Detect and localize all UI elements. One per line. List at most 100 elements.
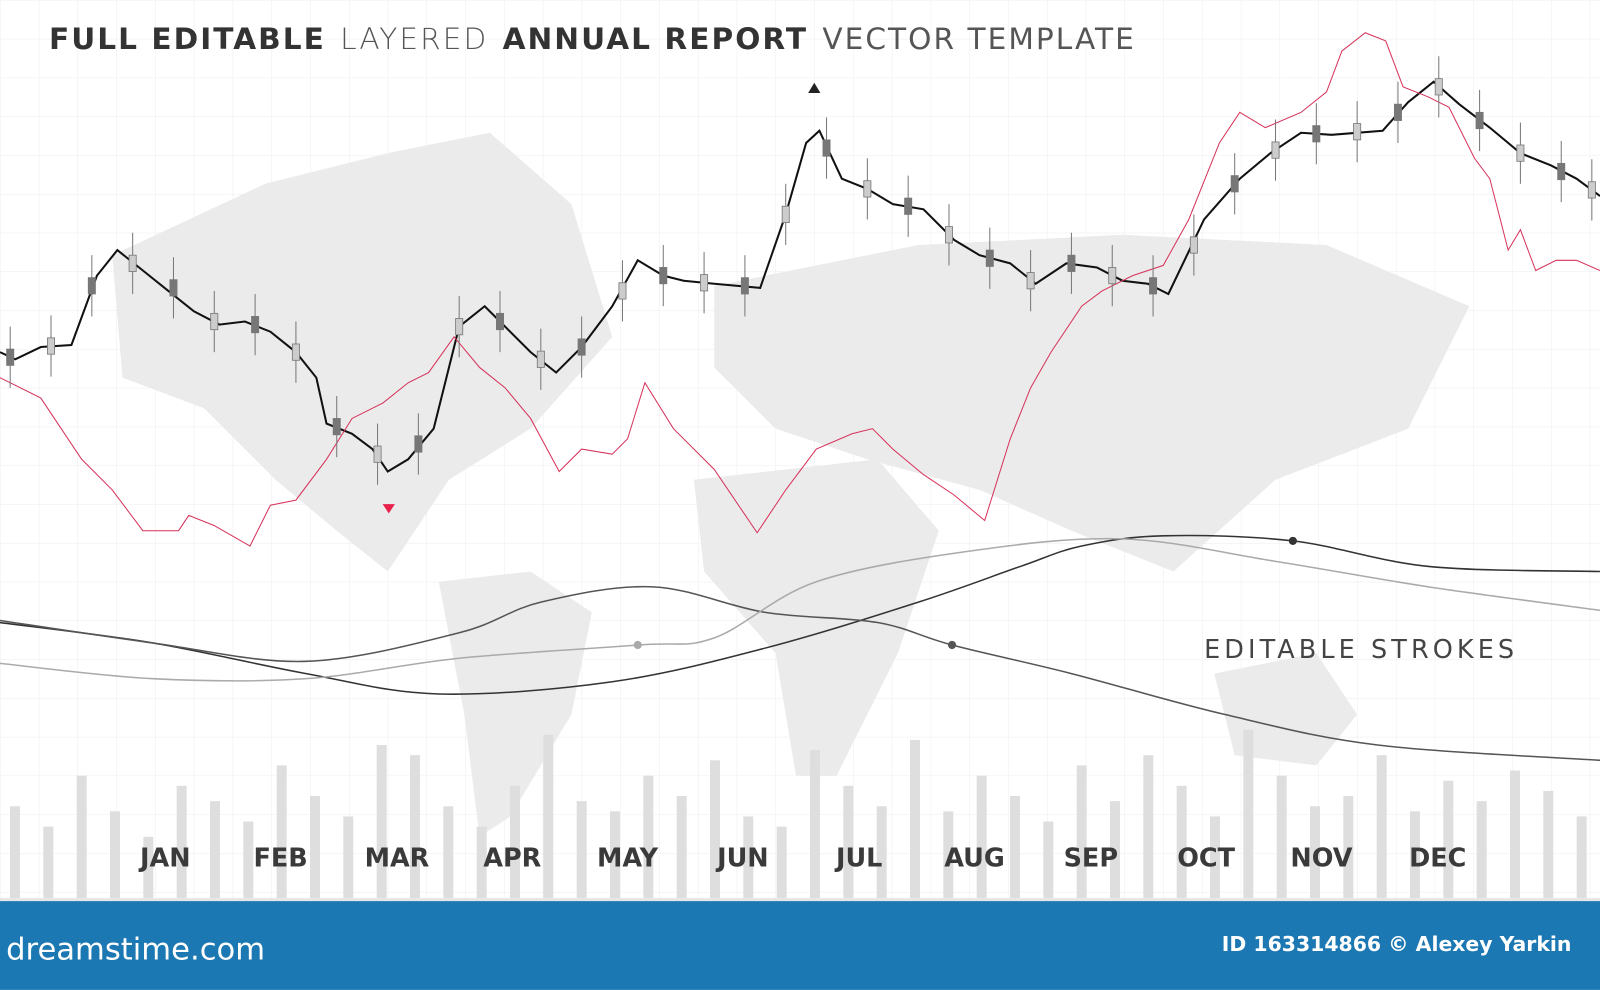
footer — [0, 901, 1600, 990]
footer-site: dreamstime.com — [6, 933, 265, 968]
candle-body — [414, 435, 423, 453]
volume-bar — [1243, 729, 1254, 899]
x-tick-label: OCT — [1177, 843, 1235, 873]
x-axis: JAN FEB MAR APR MAY JUN JUL AUG SEP OCT NOV DEC — [138, 843, 1466, 873]
volume-bar — [976, 775, 987, 899]
chart-title: FULL EDITABLE LAYERED ANNUAL REPORT VECTOR … — [49, 21, 1136, 55]
volume-bar — [243, 821, 254, 899]
candle-body — [985, 249, 994, 267]
line-marker — [633, 640, 642, 650]
candle-body — [1587, 181, 1596, 199]
volume-bar — [1343, 796, 1354, 899]
candle-body — [1557, 162, 1566, 181]
volume-bar — [1476, 801, 1487, 899]
candle-body — [1230, 175, 1239, 193]
volume-bar — [1410, 811, 1421, 899]
x-tick-label: APR — [483, 843, 541, 873]
volume-bar — [910, 739, 920, 899]
volume-bar — [710, 760, 720, 899]
candle-body — [781, 205, 790, 223]
volume-bar — [410, 755, 420, 899]
volume-bar — [576, 801, 587, 899]
volume-bar — [876, 806, 887, 899]
volume-bar — [10, 806, 20, 899]
volume-bar — [176, 785, 187, 899]
line-marker — [947, 640, 957, 650]
volume-bar — [743, 816, 754, 899]
line — [0, 585, 1600, 762]
title-part: ANNUAL REPORT — [503, 21, 809, 55]
volume-bar — [1543, 790, 1554, 899]
volume-bar — [1376, 755, 1387, 899]
volume-bar — [776, 826, 787, 899]
candle-body — [1393, 103, 1402, 121]
line — [0, 80, 1600, 473]
volume-bar — [1143, 755, 1154, 899]
candle-body — [6, 348, 15, 366]
x-tick-label: JUL — [834, 843, 882, 873]
x-tick-label: MAY — [597, 843, 659, 873]
volume-bar — [143, 836, 154, 899]
volume-bar — [343, 816, 354, 899]
volume-bar — [1276, 775, 1287, 899]
volume-bar — [1510, 770, 1521, 899]
candle-body — [1271, 141, 1280, 159]
candle-body — [863, 180, 872, 198]
volume-bar — [1043, 821, 1054, 899]
candle-body — [618, 282, 627, 300]
annotation: EDITABLE STROKES — [1204, 635, 1518, 665]
candle-body — [251, 316, 260, 334]
candle-body — [291, 343, 300, 361]
candle-body — [740, 277, 749, 295]
volume-bar — [943, 811, 954, 899]
title-part: LAYERED — [340, 21, 488, 55]
candle-body — [496, 312, 504, 331]
volume-bar — [310, 796, 320, 899]
volume-bar — [443, 806, 454, 899]
volume-bar — [1210, 816, 1221, 899]
candle-body — [904, 197, 913, 215]
candle-body — [700, 274, 709, 292]
footer-credit: ID 163314866 © Alexey Yarkin — [1222, 932, 1572, 956]
lines — [0, 32, 1600, 762]
candle-body — [332, 418, 341, 436]
volume-bar — [1310, 806, 1321, 899]
line — [0, 32, 1600, 547]
volume-bar — [110, 811, 121, 899]
x-tick-label: SEP — [1064, 843, 1118, 873]
candle-body — [577, 338, 586, 356]
candle-body — [455, 318, 464, 336]
candle-body — [1353, 123, 1362, 141]
volume-bar — [1010, 796, 1020, 899]
volume-bar — [210, 801, 220, 899]
x-tick-label: JUN — [715, 843, 769, 873]
candle-body — [128, 254, 137, 272]
x-tick-label: DEC — [1409, 843, 1466, 873]
candle-body — [945, 226, 953, 244]
volume-bar — [676, 796, 687, 899]
candle-body — [373, 445, 382, 463]
volume-bar — [843, 785, 854, 899]
candle-body — [1189, 236, 1198, 254]
volume-bar — [76, 775, 87, 899]
line — [0, 534, 1600, 695]
title-part: VECTOR TEMPLATE — [822, 21, 1135, 55]
volume-bar — [1576, 816, 1587, 899]
max-marker — [808, 82, 821, 93]
x-tick-label: NOV — [1290, 843, 1352, 873]
candle-body — [1434, 78, 1443, 96]
volume-bar — [610, 811, 620, 899]
line-marker — [1288, 536, 1297, 545]
candle-body — [822, 139, 831, 157]
footer-edge — [0, 898, 1600, 902]
volume-bar — [1110, 801, 1121, 899]
candle-body — [210, 312, 219, 331]
x-tick-label: JAN — [138, 843, 191, 873]
x-tick-label: FEB — [253, 843, 307, 873]
candle-body — [1067, 254, 1076, 272]
candle-body — [87, 277, 96, 295]
candle-body — [1312, 125, 1321, 143]
min-marker — [382, 504, 395, 514]
title-part: FULL EDITABLE — [49, 21, 326, 55]
